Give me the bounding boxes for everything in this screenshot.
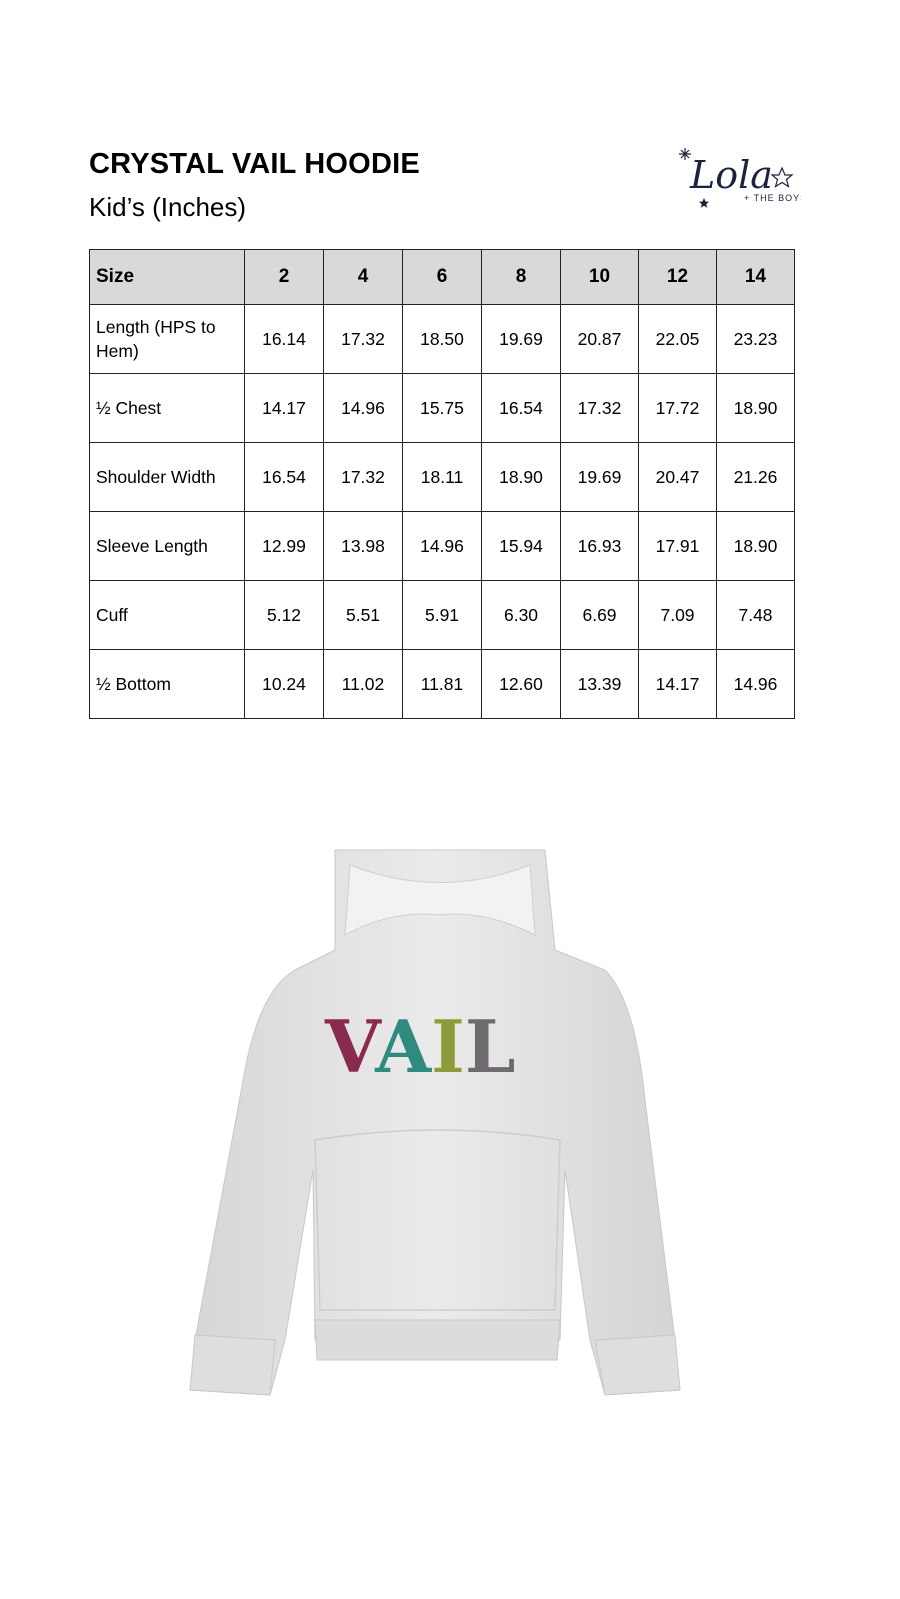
svg-text:+ THE BOYS: + THE BOYS xyxy=(744,193,801,203)
measurement-cell: 13.98 xyxy=(323,511,403,581)
table-row: Shoulder Width 16.54 17.32 18.11 18.90 19.69 2… xyxy=(89,442,795,512)
measurement-cell: 5.51 xyxy=(323,580,403,650)
measurement-cell: 22.05 xyxy=(638,304,717,374)
measurement-cell: 17.32 xyxy=(560,373,639,443)
table-row: Length (HPS to Hem) 16.14 17.32 18.50 19.69 2… xyxy=(89,304,795,374)
column-header: 8 xyxy=(481,249,561,305)
svg-text:Lola: Lola xyxy=(689,153,773,197)
measurement-cell: 20.87 xyxy=(560,304,639,374)
measurement-cell: 14.17 xyxy=(244,373,324,443)
measurement-cell: 11.81 xyxy=(402,649,482,719)
measurement-cell: 7.09 xyxy=(638,580,717,650)
measurement-cell: 16.14 xyxy=(244,304,324,374)
size-chart-table: Size 2 4 6 8 10 12 14 Length (HPS to Hem… xyxy=(89,249,795,719)
table-header-row: Size 2 4 6 8 10 12 14 xyxy=(89,249,795,305)
table-row: Sleeve Length 12.99 13.98 14.96 15.94 16.93 17… xyxy=(89,511,795,581)
column-header: 2 xyxy=(244,249,324,305)
measurement-cell: 6.69 xyxy=(560,580,639,650)
table-row: ½ Bottom 10.24 11.02 11.81 12.60 13.39 14.17 14… xyxy=(89,649,795,719)
measurement-cell: 17.91 xyxy=(638,511,717,581)
page-subtitle: Kid’s (Inches) xyxy=(89,192,247,222)
measurement-cell: 23.23 xyxy=(716,304,795,374)
vail-letter: V xyxy=(324,1004,382,1089)
measurement-cell: 12.99 xyxy=(244,511,324,581)
measurement-cell: 16.54 xyxy=(481,373,561,443)
column-header: 6 xyxy=(402,249,482,305)
measurement-cell: 18.50 xyxy=(402,304,482,374)
column-header: 12 xyxy=(638,249,717,305)
row-label: Sleeve Length xyxy=(89,511,245,581)
vail-letter: A xyxy=(374,1004,432,1089)
measurement-cell: 18.90 xyxy=(716,373,795,443)
measurement-cell: 18.11 xyxy=(402,442,482,512)
measurement-cell: 16.93 xyxy=(560,511,639,581)
measurement-cell: 14.96 xyxy=(402,511,482,581)
vail-letter: I xyxy=(431,1004,465,1089)
table-row: Cuff 5.12 5.51 5.91 6.30 6.69 7.09 7.48 xyxy=(89,580,795,650)
row-label: Length (HPS to Hem) xyxy=(89,304,245,374)
measurement-cell: 14.96 xyxy=(323,373,403,443)
row-label: Cuff xyxy=(89,580,245,650)
measurement-cell: 20.47 xyxy=(638,442,717,512)
column-header: Size xyxy=(89,249,245,305)
measurement-cell: 17.72 xyxy=(638,373,717,443)
measurement-cell: 16.54 xyxy=(244,442,324,512)
column-header: 4 xyxy=(323,249,403,305)
measurement-cell: 15.94 xyxy=(481,511,561,581)
measurement-cell: 7.48 xyxy=(716,580,795,650)
measurement-cell: 19.69 xyxy=(560,442,639,512)
vail-graphic: VAIL xyxy=(324,1004,515,1089)
vail-letter: L xyxy=(465,1004,516,1089)
measurement-cell: 14.96 xyxy=(716,649,795,719)
measurement-cell: 5.12 xyxy=(244,580,324,650)
measurement-cell: 21.26 xyxy=(716,442,795,512)
measurement-cell: 5.91 xyxy=(402,580,482,650)
row-label: ½ Chest xyxy=(89,373,245,443)
page-title: CRYSTAL VAIL HOODIE xyxy=(89,148,420,180)
measurement-cell: 6.30 xyxy=(481,580,561,650)
measurement-cell: 14.17 xyxy=(638,649,717,719)
measurement-cell: 10.24 xyxy=(244,649,324,719)
row-label: ½ Bottom xyxy=(89,649,245,719)
measurement-cell: 13.39 xyxy=(560,649,639,719)
measurement-cell: 12.60 xyxy=(481,649,561,719)
table-row: ½ Chest 14.17 14.96 15.75 16.54 17.32 17.72 18.… xyxy=(89,373,795,443)
column-header: 14 xyxy=(716,249,795,305)
measurement-cell: 18.90 xyxy=(716,511,795,581)
column-header: 10 xyxy=(560,249,639,305)
hoodie-product-image: VAIL xyxy=(189,849,681,1396)
measurement-cell: 19.69 xyxy=(481,304,561,374)
measurement-cell: 11.02 xyxy=(323,649,403,719)
brand-logo: Lola + THE BOYS xyxy=(679,148,801,208)
measurement-cell: 18.90 xyxy=(481,442,561,512)
measurement-cell: 17.32 xyxy=(323,304,403,374)
measurement-cell: 15.75 xyxy=(402,373,482,443)
row-label: Shoulder Width xyxy=(89,442,245,512)
measurement-cell: 17.32 xyxy=(323,442,403,512)
